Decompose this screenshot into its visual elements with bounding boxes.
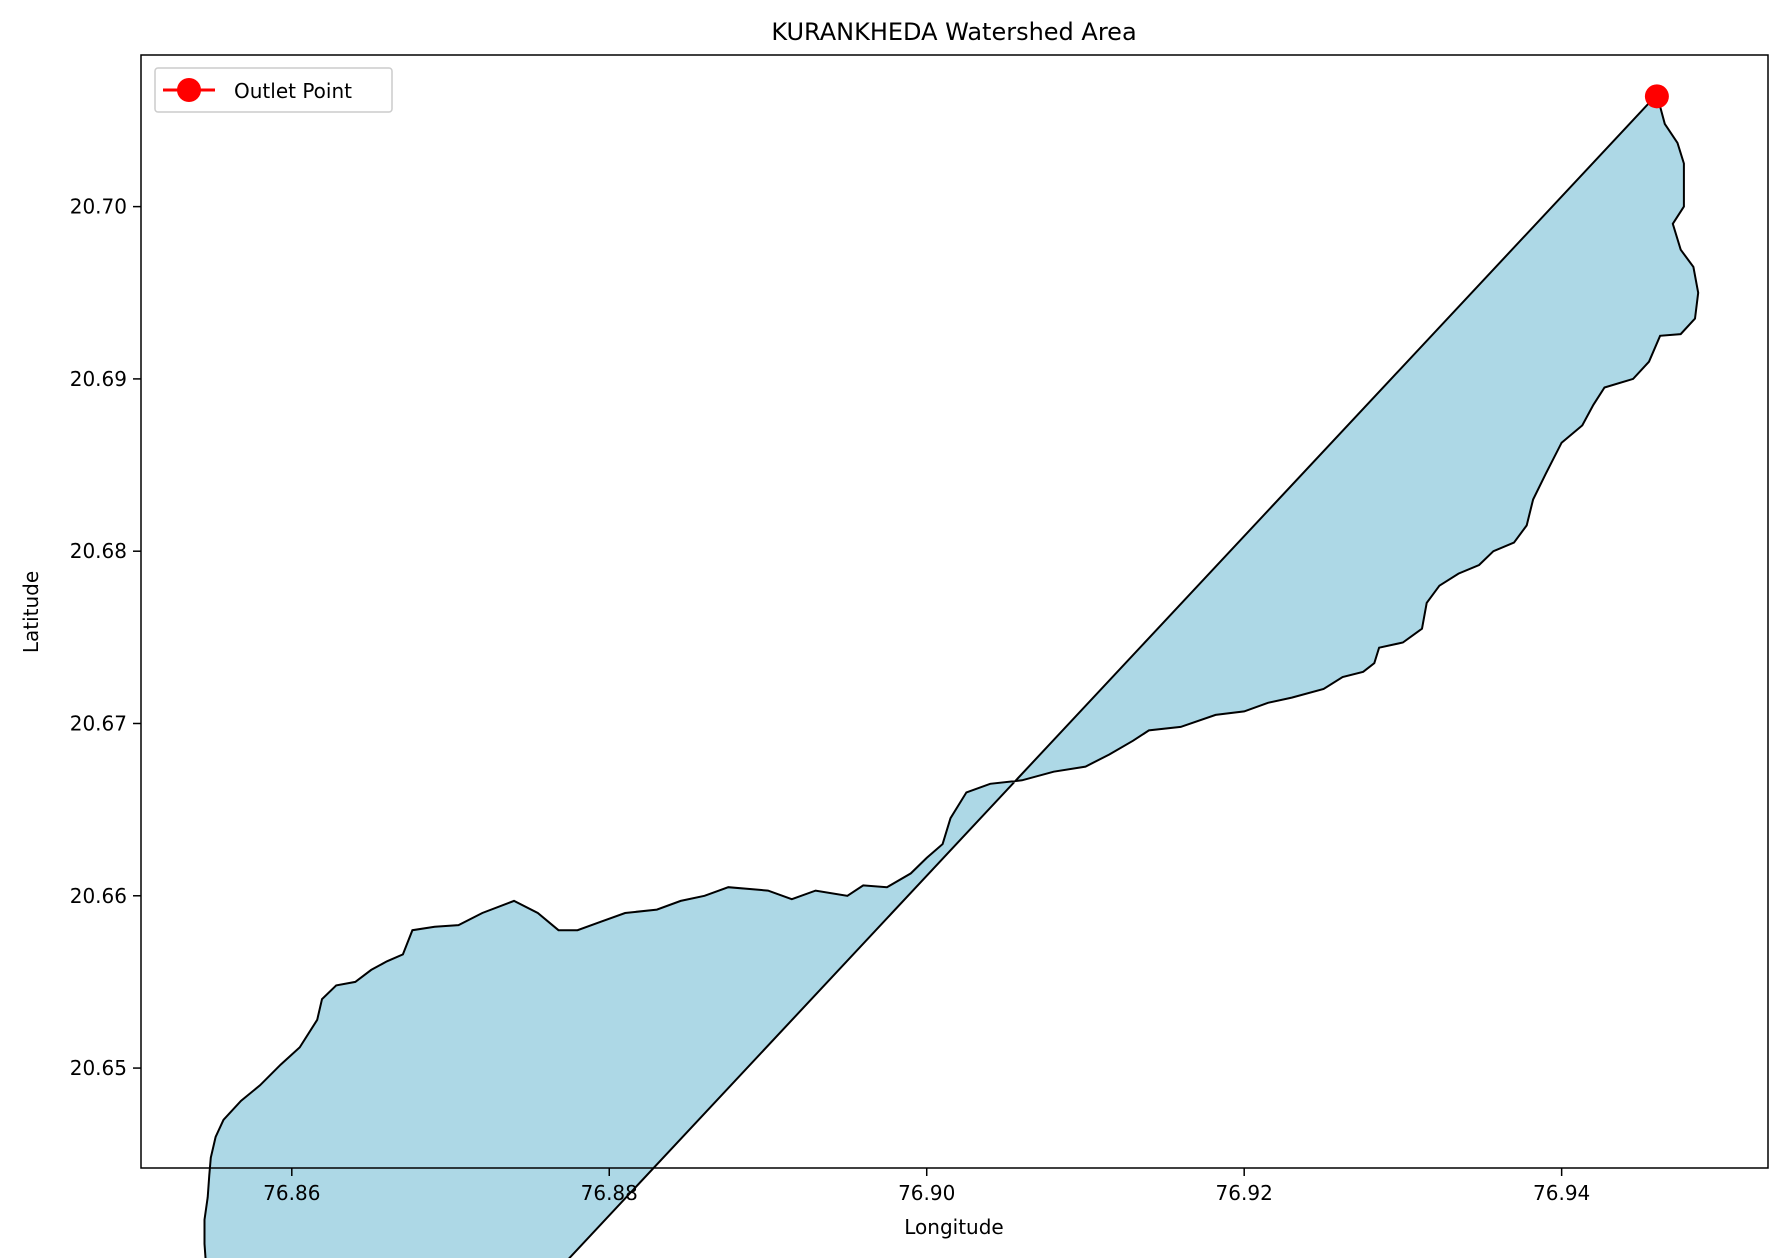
- y-tick-label: 20.67: [70, 711, 127, 735]
- x-axis-label: Longitude: [904, 1215, 1003, 1239]
- x-tick-label: 76.94: [1533, 1181, 1590, 1205]
- x-tick-label: 76.86: [263, 1181, 320, 1205]
- legend-label: Outlet Point: [234, 79, 352, 103]
- x-tick-label: 76.92: [1216, 1181, 1273, 1205]
- outlet-point-marker: [1644, 84, 1669, 109]
- plot-layer: [203, 84, 1700, 1258]
- chart-title: KURANKHEDA Watershed Area: [771, 18, 1136, 46]
- plot-frame: [140, 54, 1769, 1169]
- y-tick-label: 20.68: [70, 539, 127, 563]
- x-axis: 76.86 76.88 76.90 76.92 76.94: [263, 1168, 1590, 1205]
- y-axis-label: Latitude: [19, 571, 43, 653]
- y-tick-label: 20.70: [70, 195, 127, 219]
- y-tick-label: 20.66: [70, 884, 127, 908]
- y-tick-label: 20.65: [70, 1056, 127, 1080]
- legend-marker: [177, 78, 201, 102]
- y-tick-label: 20.69: [70, 367, 127, 391]
- legend: Outlet Point: [154, 67, 393, 113]
- x-tick-label: 76.90: [898, 1181, 955, 1205]
- watershed-polygon: [203, 92, 1700, 1258]
- y-axis: 20.65 20.66 20.67 20.68 20.69 20.70: [70, 195, 141, 1080]
- x-tick-label: 76.88: [581, 1181, 638, 1205]
- legend-box: [154, 67, 393, 113]
